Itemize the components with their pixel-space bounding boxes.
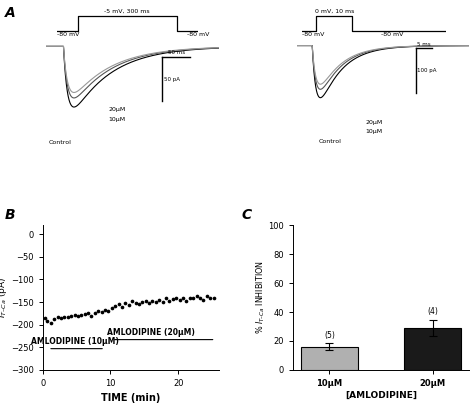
Point bbox=[88, 312, 95, 319]
Text: A: A bbox=[5, 6, 16, 20]
Point bbox=[84, 309, 92, 316]
Point bbox=[135, 301, 143, 307]
Point bbox=[118, 303, 126, 310]
Point bbox=[176, 297, 183, 303]
Point bbox=[132, 300, 139, 307]
Point bbox=[182, 298, 190, 304]
Text: AMLODIPINE (10μM): AMLODIPINE (10μM) bbox=[31, 337, 119, 346]
Text: (5): (5) bbox=[324, 330, 335, 339]
Point bbox=[196, 294, 204, 301]
Point bbox=[152, 299, 160, 305]
Point bbox=[138, 299, 146, 305]
X-axis label: [AMLODIPINE]: [AMLODIPINE] bbox=[345, 391, 417, 400]
Point bbox=[169, 296, 177, 302]
Point bbox=[111, 302, 119, 309]
Point bbox=[78, 312, 85, 319]
Y-axis label: % $I_{T–Ca}$ INHIBITION: % $I_{T–Ca}$ INHIBITION bbox=[255, 261, 267, 335]
Point bbox=[190, 295, 197, 302]
Point bbox=[155, 297, 163, 303]
Text: AMLODIPINE (20μM): AMLODIPINE (20μM) bbox=[107, 328, 195, 337]
Point bbox=[81, 311, 89, 318]
Point bbox=[186, 294, 193, 301]
Point bbox=[50, 316, 58, 323]
Point bbox=[41, 315, 48, 321]
Point bbox=[173, 294, 180, 301]
Point bbox=[115, 301, 122, 307]
Point bbox=[57, 315, 65, 322]
Point bbox=[98, 309, 105, 315]
Point bbox=[142, 298, 149, 305]
Point bbox=[159, 299, 166, 305]
Point bbox=[108, 304, 116, 311]
Point bbox=[54, 314, 61, 320]
Point bbox=[101, 307, 109, 314]
Point bbox=[203, 293, 210, 300]
Point bbox=[74, 313, 82, 319]
Bar bbox=[404, 328, 461, 370]
Point bbox=[61, 314, 68, 321]
Point bbox=[122, 300, 129, 306]
Text: B: B bbox=[5, 208, 15, 222]
Point bbox=[193, 293, 201, 300]
Text: (4): (4) bbox=[428, 307, 438, 316]
X-axis label: TIME (min): TIME (min) bbox=[101, 393, 161, 404]
Point bbox=[47, 320, 55, 327]
Point bbox=[105, 308, 112, 314]
Point bbox=[149, 298, 156, 304]
Point bbox=[165, 298, 173, 304]
Point bbox=[71, 312, 78, 318]
Point bbox=[91, 310, 99, 317]
Point bbox=[146, 300, 153, 307]
Point bbox=[210, 294, 217, 301]
Point bbox=[125, 302, 133, 309]
Point bbox=[64, 313, 72, 320]
Point bbox=[44, 318, 51, 324]
Point bbox=[179, 295, 187, 302]
Point bbox=[162, 295, 170, 302]
Text: C: C bbox=[242, 208, 252, 222]
Point bbox=[67, 312, 75, 319]
Point bbox=[200, 297, 207, 303]
Bar bbox=[301, 347, 358, 370]
Point bbox=[128, 298, 136, 305]
Point bbox=[94, 308, 102, 314]
Y-axis label: $I_{T–Ca}$ (pA): $I_{T–Ca}$ (pA) bbox=[0, 277, 9, 318]
Point bbox=[206, 295, 214, 302]
